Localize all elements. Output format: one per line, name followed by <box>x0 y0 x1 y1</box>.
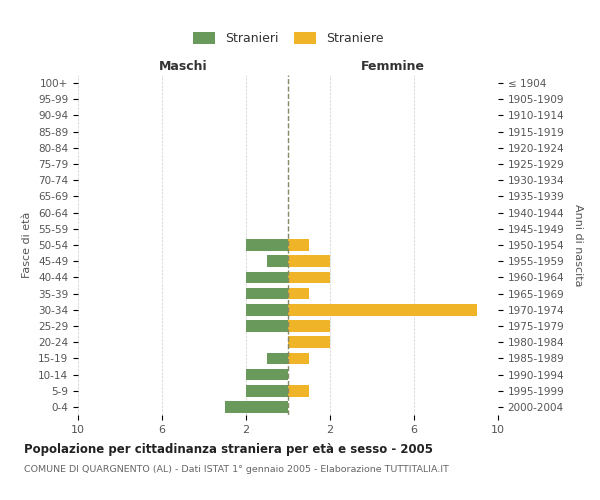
Bar <box>288 385 309 396</box>
Bar <box>246 239 288 251</box>
Bar <box>267 352 288 364</box>
Bar <box>246 368 288 380</box>
Bar <box>288 256 330 267</box>
Bar <box>288 352 309 364</box>
Y-axis label: Anni di nascita: Anni di nascita <box>573 204 583 286</box>
Text: COMUNE DI QUARGNENTO (AL) - Dati ISTAT 1° gennaio 2005 - Elaborazione TUTTITALIA: COMUNE DI QUARGNENTO (AL) - Dati ISTAT 1… <box>24 465 449 474</box>
Bar <box>246 385 288 396</box>
Bar <box>288 336 330 348</box>
Bar <box>267 256 288 267</box>
Bar <box>246 288 288 300</box>
Legend: Stranieri, Straniere: Stranieri, Straniere <box>189 28 387 49</box>
Bar <box>288 239 309 251</box>
Bar <box>288 272 330 283</box>
Bar <box>288 320 330 332</box>
Y-axis label: Fasce di età: Fasce di età <box>22 212 32 278</box>
Bar <box>288 288 309 300</box>
Text: Popolazione per cittadinanza straniera per età e sesso - 2005: Popolazione per cittadinanza straniera p… <box>24 442 433 456</box>
Text: Femmine: Femmine <box>361 60 425 74</box>
Bar <box>246 320 288 332</box>
Text: Maschi: Maschi <box>158 60 208 74</box>
Bar <box>225 401 288 412</box>
Bar <box>246 304 288 316</box>
Bar <box>246 272 288 283</box>
Bar <box>288 304 477 316</box>
